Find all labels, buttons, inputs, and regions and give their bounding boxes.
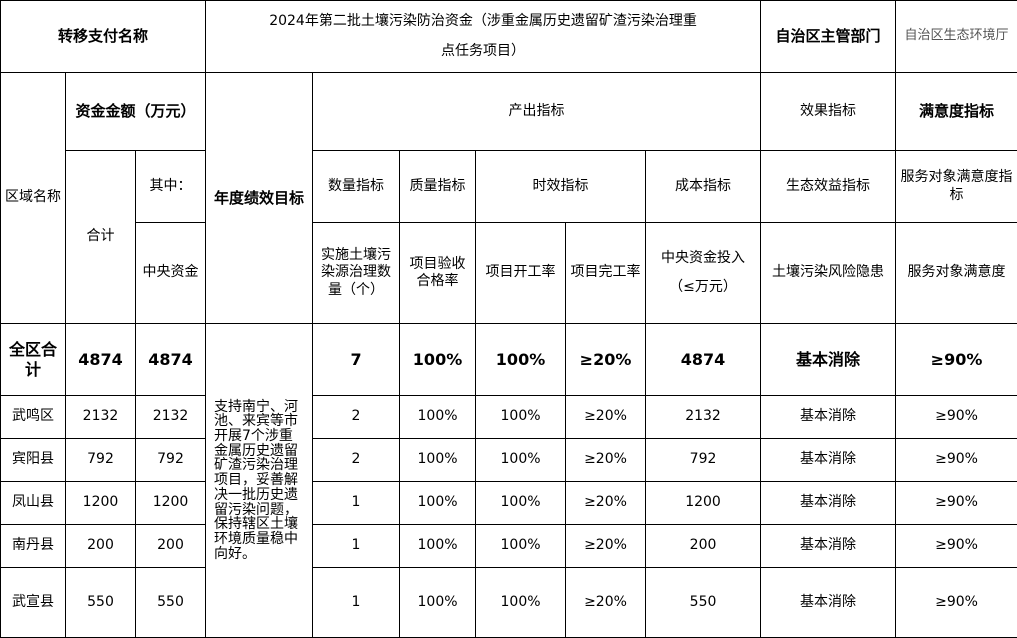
cell-count: 2 bbox=[312, 438, 401, 482]
cell-region: 宾阳县 bbox=[0, 438, 66, 482]
cell-central: 550 bbox=[134, 567, 207, 638]
cell-service: ≥90% bbox=[895, 395, 1017, 439]
satisfaction-header: 满意度指标 bbox=[895, 72, 1017, 151]
region-header: 区域名称 bbox=[0, 72, 66, 324]
cell-eco: 基本消除 bbox=[760, 395, 897, 439]
finish-sub: 项目完工率 bbox=[565, 222, 647, 324]
cell-eco: 基本消除 bbox=[760, 323, 897, 396]
cell-central: 1200 bbox=[134, 481, 207, 525]
cell-total: 1200 bbox=[65, 481, 136, 525]
table-row: 宾阳县 792 792 2 100% 100% ≥20% 792 基本消除 ≥90% bbox=[0, 438, 1017, 482]
cell-count: 7 bbox=[312, 323, 401, 396]
cell-central: 792 bbox=[134, 438, 207, 482]
cell-quality: 100% bbox=[399, 395, 477, 439]
cell-total: 550 bbox=[65, 567, 136, 638]
cell-count: 2 bbox=[312, 395, 401, 439]
quality-sub: 项目验收合格率 bbox=[399, 222, 477, 324]
cell-total: 200 bbox=[65, 524, 136, 568]
cell-eco: 基本消除 bbox=[760, 438, 897, 482]
funds-header: 资金金额（万元） bbox=[64, 72, 207, 151]
output-header: 产出指标 bbox=[312, 72, 762, 151]
quality-header: 质量指标 bbox=[399, 150, 477, 223]
cell-quality: 100% bbox=[399, 323, 477, 396]
transfer-label: 转移支付名称 bbox=[0, 0, 207, 73]
cell-service: ≥90% bbox=[895, 438, 1017, 482]
cell-finish: ≥20% bbox=[565, 481, 647, 525]
cell-quality: 100% bbox=[399, 438, 477, 482]
cell-total: 792 bbox=[65, 438, 136, 482]
table-row: 武鸣区 2132 2132 2 100% 100% ≥20% 2132 基本消除 ≥90% bbox=[0, 395, 1017, 439]
cell-quality: 100% bbox=[399, 524, 477, 568]
dept-value: 自治区生态环境厅 bbox=[895, 0, 1017, 73]
cell-count: 1 bbox=[312, 524, 401, 568]
table-row: 南丹县 200 200 1 100% 100% ≥20% 200 基本消除 ≥90% bbox=[0, 524, 1017, 568]
cell-eco: 基本消除 bbox=[760, 567, 897, 638]
total-header: 合计 bbox=[65, 150, 136, 324]
eco-sub: 土壤污染风险隐患 bbox=[760, 222, 897, 324]
cell-cost: 4874 bbox=[645, 323, 762, 396]
cell-finish: ≥20% bbox=[565, 567, 647, 638]
cell-total: 2132 bbox=[65, 395, 136, 439]
effect-header: 效果指标 bbox=[760, 72, 897, 151]
cell-cost: 550 bbox=[645, 567, 762, 638]
cell-central: 4874 bbox=[134, 323, 207, 396]
cell-region: 武宣县 bbox=[0, 567, 66, 638]
quantity-header: 数量指标 bbox=[312, 150, 401, 223]
cell-region: 凤山县 bbox=[0, 481, 66, 525]
cell-region: 武鸣区 bbox=[0, 395, 66, 439]
cell-cost: 792 bbox=[645, 438, 762, 482]
cell-cost: 200 bbox=[645, 524, 762, 568]
cell-finish: ≥20% bbox=[565, 524, 647, 568]
cell-finish: ≥20% bbox=[565, 323, 647, 396]
cell-start: 100% bbox=[475, 395, 567, 439]
cell-finish: ≥20% bbox=[565, 438, 647, 482]
eco-header: 生态效益指标 bbox=[760, 150, 897, 223]
cell-central: 2132 bbox=[134, 395, 207, 439]
cell-finish: ≥20% bbox=[565, 395, 647, 439]
service-sub: 服务对象满意度 bbox=[895, 222, 1017, 324]
timeliness-header: 时效指标 bbox=[475, 150, 647, 223]
cell-count: 1 bbox=[312, 481, 401, 525]
table-row: 凤山县 1200 1200 1 100% 100% ≥20% 1200 基本消除 ≥90% bbox=[0, 481, 1017, 525]
cell-eco: 基本消除 bbox=[760, 481, 897, 525]
cell-start: 100% bbox=[475, 524, 567, 568]
cost-header: 成本指标 bbox=[645, 150, 762, 223]
dept-label: 自治区主管部门 bbox=[760, 0, 897, 73]
quantity-sub: 实施土壤污染源治理数量（个） bbox=[312, 222, 401, 324]
cell-region: 南丹县 bbox=[0, 524, 66, 568]
goal-header: 年度绩效目标 bbox=[205, 72, 314, 324]
table-row: 武宣县 550 550 1 100% 100% ≥20% 550 基本消除 ≥90% bbox=[0, 567, 1017, 638]
cell-service: ≥90% bbox=[895, 323, 1017, 396]
table-row: 全区合计 4874 4874 支持南宁、河池、来宾等市开展7个涉重金属历史遗留矿渣污染… bbox=[0, 323, 1017, 638]
cell-quality: 100% bbox=[399, 567, 477, 638]
cell-central: 200 bbox=[134, 524, 207, 568]
project-title: 2024年第二批土壤污染防治资金（涉重金属历史遗留矿渣污染治理重点任务项目） bbox=[205, 0, 762, 73]
cell-region: 全区合计 bbox=[0, 323, 66, 396]
cell-start: 100% bbox=[475, 481, 567, 525]
cell-service: ≥90% bbox=[895, 481, 1017, 525]
central-header: 中央资金 bbox=[134, 222, 207, 324]
service-header: 服务对象满意度指标 bbox=[895, 150, 1017, 223]
cell-service: ≥90% bbox=[895, 524, 1017, 568]
cell-cost: 1200 bbox=[645, 481, 762, 525]
cost-sub: 中央资金投入（≤万元） bbox=[645, 222, 762, 324]
cell-start: 100% bbox=[475, 567, 567, 638]
cell-cost: 2132 bbox=[645, 395, 762, 439]
cell-start: 100% bbox=[475, 323, 567, 396]
cell-eco: 基本消除 bbox=[760, 524, 897, 568]
goal-text: 支持南宁、河池、来宾等市开展7个涉重金属历史遗留矿渣污染治理项目，妥善解决一批历… bbox=[205, 323, 314, 638]
cell-start: 100% bbox=[475, 438, 567, 482]
cell-quality: 100% bbox=[399, 481, 477, 525]
cell-total: 4874 bbox=[65, 323, 136, 396]
cell-service: ≥90% bbox=[895, 567, 1017, 638]
of-which-header: 其中： bbox=[134, 150, 207, 223]
cell-count: 1 bbox=[312, 567, 401, 638]
start-sub: 项目开工率 bbox=[475, 222, 567, 324]
